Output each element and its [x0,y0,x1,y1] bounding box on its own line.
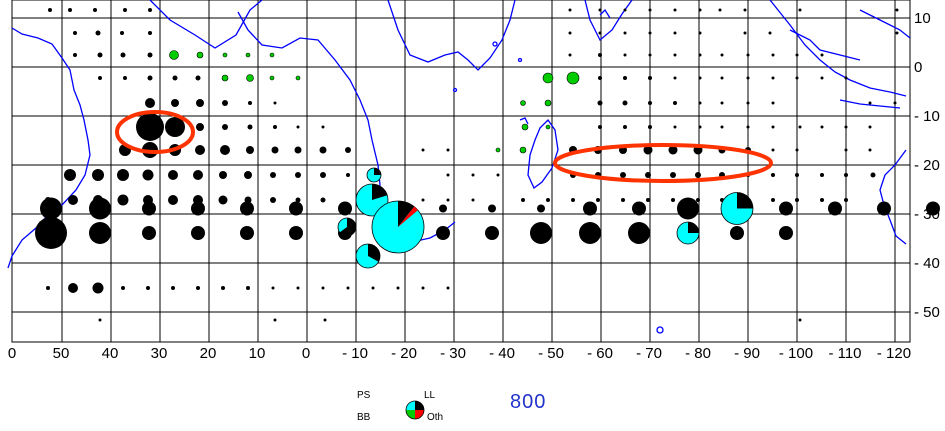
x-tick-label: - 30 [440,345,466,362]
catch-pie [89,222,111,244]
y-tick-label: - 50 [914,304,940,321]
x-tick-label: - 40 [489,345,515,362]
x-tick-label: 30 [151,345,168,362]
catch-pie [40,197,62,220]
small-catch-dots [45,8,899,322]
catch-pie-markers [35,167,940,269]
catch-pie [439,204,447,213]
catch-pie [485,226,499,240]
x-tick-label: - 70 [636,345,662,362]
catch-pie [632,201,646,216]
catch-pie [35,217,67,249]
x-tick-label: - 10 [342,345,368,362]
highlight-ellipse-west [115,110,195,154]
catch-pie [779,226,793,240]
catch-pie [240,226,254,240]
catch-pie [355,243,381,269]
catch-pie [720,192,754,225]
x-tick-label: 10 [249,345,266,362]
catch-pie [371,200,425,254]
catch-pie [436,226,450,240]
legend-pie-icon [405,400,425,420]
x-tick-label: - 120 [877,345,911,362]
legend-scale-value: 800 [510,391,546,413]
map-frame [11,0,911,343]
catch-pie [191,201,205,216]
grid-lines [12,0,910,342]
catch-pie [338,201,352,216]
catch-pie [89,197,111,220]
catch-pie [289,226,303,240]
catch-pie [488,204,496,213]
x-tick-label: 50 [53,345,70,362]
y-axis-tick-labels: 10 0 - 10 - 20 - 30 - 40 - 50 [914,10,940,321]
y-tick-label: - 10 [914,108,940,125]
catch-pie [779,201,793,216]
coastline [7,0,911,334]
legend-label-oth: Oth [427,412,443,423]
legend-label-ll: LL [424,390,436,401]
x-tick-label: 40 [102,345,119,362]
catch-pie [579,222,601,244]
x-tick-label: - 60 [587,345,613,362]
catch-pie [877,201,891,216]
catch-pie [583,201,597,216]
x-tick-label: - 110 [828,345,861,362]
x-axis-tick-labels: 0 50 40 30 20 10 0 - 10 - 20 - 30 - 40 - 50 - 60 - 70… [8,345,911,362]
catch-pie [240,201,254,216]
catch-pie [142,201,156,216]
catch-pie [676,221,700,245]
catch-pie [677,197,699,220]
catch-pie [828,201,842,216]
y-tick-label: - 20 [914,157,940,174]
highlight-ellipse-east [553,143,773,183]
y-tick-label: - 30 [914,206,940,223]
x-tick-label: 0 [8,345,16,362]
catch-pie [628,222,650,244]
catch-pie [926,201,940,216]
x-tick-label: - 20 [391,345,417,362]
catch-pie [289,201,303,216]
legend: PS BB LL Oth 800 [357,390,546,423]
catch-pie [337,217,357,237]
x-tick-label: - 90 [734,345,760,362]
x-tick-label: 0 [302,345,310,362]
x-tick-label: - 80 [685,345,711,362]
legend-label-ps: PS [357,390,371,401]
catch-pie [142,226,156,240]
catch-pie [366,167,382,183]
catch-pie [537,204,545,213]
catch-pie [191,226,205,240]
legend-label-bb: BB [357,412,371,423]
bb-catch-dots [169,50,580,154]
x-tick-label: - 100 [779,345,813,362]
catch-pie [530,222,552,244]
y-tick-label: - 40 [914,255,940,272]
y-tick-label: 0 [914,59,922,76]
x-tick-label: 20 [200,345,217,362]
y-tick-label: 10 [914,10,931,27]
catch-pie [730,226,744,240]
x-tick-label: - 50 [538,345,564,362]
